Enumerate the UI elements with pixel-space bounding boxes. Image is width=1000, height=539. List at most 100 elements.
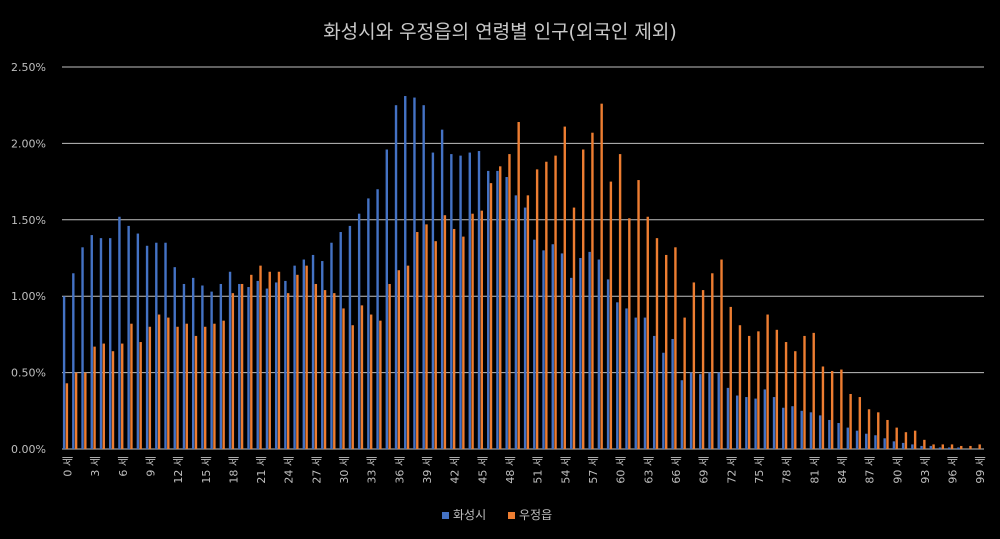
bar-ujeong: [683, 317, 686, 449]
bar-hwaseong: [772, 397, 776, 449]
bar-ujeong: [388, 283, 391, 449]
bar-hwaseong: [800, 410, 803, 449]
bar-hwaseong: [99, 238, 103, 449]
x-tick-label: 60 세: [615, 456, 628, 484]
bar-ujeong: [250, 274, 253, 449]
bar-ujeong: [554, 155, 557, 449]
bar-ujeong: [102, 343, 105, 449]
bar-hwaseong: [228, 271, 232, 449]
bar-ujeong: [618, 154, 622, 449]
bar-hwaseong: [487, 170, 490, 450]
legend-label: 화성시: [453, 508, 486, 522]
bar-hwaseong: [597, 259, 601, 449]
legend-swatch: [508, 512, 515, 519]
bar-ujeong: [277, 271, 281, 449]
x-tick-label: 3 세: [89, 456, 102, 477]
bar-hwaseong: [339, 232, 342, 449]
bar-hwaseong: [588, 251, 591, 449]
bar-ujeong: [646, 216, 649, 449]
bar-ujeong: [923, 439, 926, 449]
x-tick-label: 99 세: [974, 456, 987, 484]
x-tick-label: 84 세: [836, 456, 849, 484]
bar-ujeong: [747, 335, 751, 449]
bar-ujeong: [194, 335, 198, 449]
bar-hwaseong: [72, 273, 75, 449]
bar-hwaseong: [837, 423, 840, 449]
bar-hwaseong: [901, 442, 905, 449]
bar-ujeong: [895, 427, 898, 449]
bar-hwaseong: [782, 407, 785, 449]
bar-hwaseong: [763, 389, 767, 449]
bar-hwaseong: [846, 427, 849, 449]
bar-hwaseong: [717, 372, 720, 449]
y-axis-ticks: 0.00% 0.50% 1.00% 1.50% 2.00% 2.50%: [11, 61, 46, 456]
bar-hwaseong: [238, 283, 241, 449]
bar-hwaseong: [385, 149, 388, 449]
bar-ujeong: [775, 329, 779, 449]
bar-hwaseong: [616, 302, 619, 449]
x-tick-label: 45 세: [476, 456, 489, 484]
bar-ujeong: [130, 323, 133, 449]
x-tick-label: 27 세: [310, 456, 323, 484]
bar-hwaseong: [413, 97, 416, 449]
bar-ujeong: [794, 351, 797, 449]
bar-ujeong: [406, 265, 410, 449]
bar-hwaseong: [809, 412, 813, 449]
bar-ujeong: [471, 213, 474, 449]
bar-ujeong: [867, 409, 871, 449]
bar-hwaseong: [662, 352, 665, 449]
bar-ujeong: [213, 323, 216, 449]
bar-hwaseong: [818, 415, 822, 449]
bars: [62, 96, 981, 450]
bar-ujeong: [535, 169, 539, 449]
bar-hwaseong: [689, 372, 693, 449]
bar-hwaseong: [855, 430, 859, 449]
bar-hwaseong: [477, 151, 481, 450]
bar-ujeong: [582, 149, 585, 449]
bar-hwaseong: [726, 387, 730, 449]
bar-ujeong: [711, 273, 714, 449]
bar-hwaseong: [671, 338, 674, 449]
bar-hwaseong: [699, 374, 702, 449]
bar-ujeong: [563, 126, 566, 449]
bar-hwaseong: [570, 277, 573, 449]
bar-hwaseong: [892, 441, 896, 449]
bar-hwaseong: [440, 129, 444, 449]
x-tick-label: 51 세: [532, 456, 545, 484]
bar-hwaseong: [459, 155, 462, 449]
bar-hwaseong: [505, 177, 508, 450]
bar-ujeong: [591, 132, 594, 450]
bar-ujeong: [369, 314, 373, 449]
bar-hwaseong: [155, 242, 158, 449]
bar-hwaseong: [136, 233, 140, 449]
x-tick-label: 18 세: [227, 456, 240, 484]
bar-hwaseong: [625, 308, 628, 449]
bar-ujeong: [886, 419, 889, 449]
bar-ujeong: [821, 366, 825, 449]
bar-hwaseong: [348, 225, 352, 449]
bar-hwaseong: [579, 258, 582, 449]
bar-ujeong: [148, 326, 152, 449]
bar-hwaseong: [735, 395, 739, 449]
bar-ujeong: [877, 412, 880, 449]
bar-ujeong: [259, 265, 262, 449]
x-tick-label: 57 세: [587, 456, 600, 484]
bar-ujeong: [452, 228, 456, 449]
y-tick-label: 0.00%: [11, 443, 46, 456]
x-tick-label: 66 세: [670, 456, 683, 484]
bar-hwaseong: [468, 152, 471, 449]
bar-ujeong: [416, 232, 419, 449]
legend: 화성시 우정읍: [442, 508, 552, 522]
bar-ujeong: [720, 259, 723, 449]
bar-hwaseong: [948, 447, 951, 449]
bar-hwaseong: [431, 152, 435, 449]
bar-ujeong: [692, 282, 696, 449]
bar-ujeong: [286, 293, 290, 449]
bar-ujeong: [333, 293, 336, 449]
bar-ujeong: [74, 372, 78, 449]
legend-label: 우정읍: [519, 508, 552, 522]
x-tick-label: 15 세: [200, 456, 213, 484]
bar-hwaseong: [606, 279, 610, 449]
x-tick-label: 39 세: [421, 456, 434, 484]
